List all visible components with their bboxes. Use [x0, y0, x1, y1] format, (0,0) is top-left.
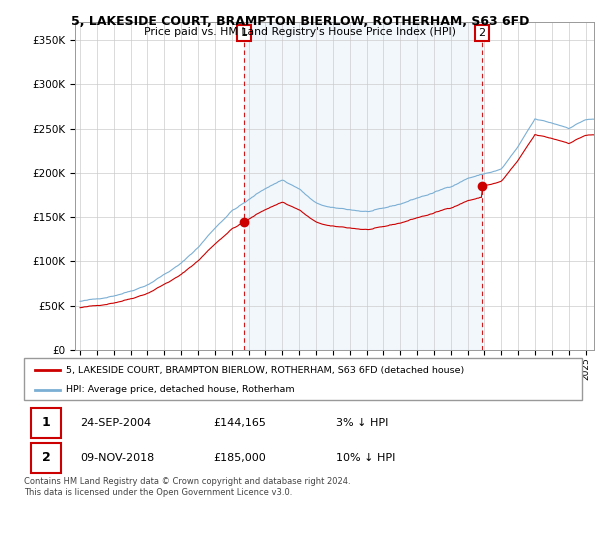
- Text: HPI: Average price, detached house, Rotherham: HPI: Average price, detached house, Roth…: [66, 385, 295, 394]
- Text: Contains HM Land Registry data © Crown copyright and database right 2024.
This d: Contains HM Land Registry data © Crown c…: [24, 477, 350, 497]
- Text: £144,165: £144,165: [214, 418, 266, 428]
- Text: 1: 1: [241, 28, 248, 38]
- Text: £185,000: £185,000: [214, 453, 266, 463]
- Text: 1: 1: [41, 416, 50, 430]
- Text: 2: 2: [41, 451, 50, 464]
- Text: 5, LAKESIDE COURT, BRAMPTON BIERLOW, ROTHERHAM, S63 6FD (detached house): 5, LAKESIDE COURT, BRAMPTON BIERLOW, ROT…: [66, 366, 464, 375]
- Text: 24-SEP-2004: 24-SEP-2004: [80, 418, 151, 428]
- Text: Price paid vs. HM Land Registry's House Price Index (HPI): Price paid vs. HM Land Registry's House …: [144, 27, 456, 37]
- Bar: [244, 22, 482, 350]
- Bar: [31, 408, 61, 437]
- Bar: [31, 443, 61, 473]
- Text: 10% ↓ HPI: 10% ↓ HPI: [337, 453, 396, 463]
- Text: 2: 2: [479, 28, 485, 38]
- Text: 5, LAKESIDE COURT, BRAMPTON BIERLOW, ROTHERHAM, S63 6FD: 5, LAKESIDE COURT, BRAMPTON BIERLOW, ROT…: [71, 15, 529, 27]
- Text: 09-NOV-2018: 09-NOV-2018: [80, 453, 154, 463]
- Text: 3% ↓ HPI: 3% ↓ HPI: [337, 418, 389, 428]
